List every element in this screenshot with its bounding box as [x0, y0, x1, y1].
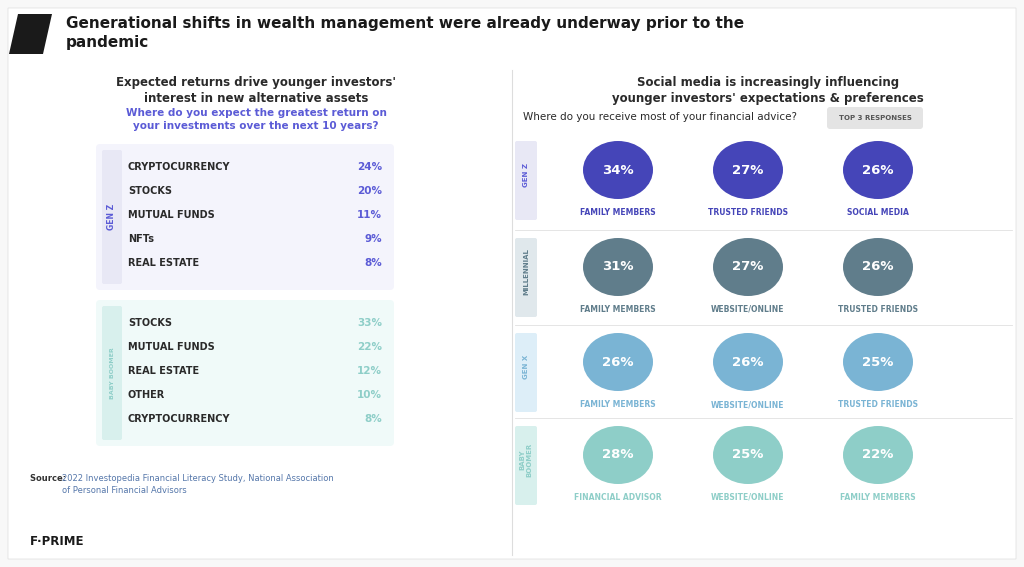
Text: 2022 Investopedia Financial Literacy Study, National Association
of Personal Fin: 2022 Investopedia Financial Literacy Stu… — [62, 474, 334, 495]
FancyBboxPatch shape — [96, 300, 394, 446]
Text: FAMILY MEMBERS: FAMILY MEMBERS — [581, 305, 655, 314]
Text: 28%: 28% — [602, 448, 634, 462]
Text: STOCKS: STOCKS — [128, 186, 172, 196]
Text: TRUSTED FRIENDS: TRUSTED FRIENDS — [838, 400, 918, 409]
Ellipse shape — [843, 238, 913, 296]
Text: 31%: 31% — [602, 260, 634, 273]
Text: GEN Z: GEN Z — [108, 204, 117, 230]
Text: 11%: 11% — [357, 210, 382, 220]
Text: 26%: 26% — [862, 163, 894, 176]
Text: 20%: 20% — [357, 186, 382, 196]
FancyBboxPatch shape — [8, 8, 1016, 559]
Text: 25%: 25% — [862, 356, 894, 369]
Text: WEBSITE/ONLINE: WEBSITE/ONLINE — [712, 305, 784, 314]
Text: GEN Z: GEN Z — [523, 163, 529, 187]
Text: SOCIAL MEDIA: SOCIAL MEDIA — [847, 208, 909, 217]
Text: 27%: 27% — [732, 163, 764, 176]
Text: FAMILY MEMBERS: FAMILY MEMBERS — [581, 208, 655, 217]
Text: MUTUAL FUNDS: MUTUAL FUNDS — [128, 210, 215, 220]
Text: 8%: 8% — [365, 258, 382, 268]
FancyBboxPatch shape — [515, 230, 1012, 321]
Text: 27%: 27% — [732, 260, 764, 273]
Text: REAL ESTATE: REAL ESTATE — [128, 366, 199, 376]
Ellipse shape — [583, 426, 653, 484]
FancyBboxPatch shape — [515, 426, 537, 505]
Ellipse shape — [583, 238, 653, 296]
Ellipse shape — [843, 426, 913, 484]
Text: 22%: 22% — [357, 342, 382, 352]
Text: REAL ESTATE: REAL ESTATE — [128, 258, 199, 268]
Text: BABY
BOOMER: BABY BOOMER — [519, 443, 532, 477]
Text: OTHER: OTHER — [128, 390, 165, 400]
Text: CRYPTOCURRENCY: CRYPTOCURRENCY — [128, 162, 230, 172]
Text: BABY BOOMER: BABY BOOMER — [110, 347, 115, 399]
Ellipse shape — [713, 426, 783, 484]
Text: 9%: 9% — [365, 234, 382, 244]
Text: Source:: Source: — [30, 474, 69, 483]
Text: Where do you expect the greatest return on
your investments over the next 10 yea: Where do you expect the greatest return … — [126, 108, 386, 131]
Text: 26%: 26% — [732, 356, 764, 369]
FancyBboxPatch shape — [102, 306, 122, 440]
Text: MILLENNIAL: MILLENNIAL — [523, 248, 529, 295]
Text: 26%: 26% — [862, 260, 894, 273]
FancyBboxPatch shape — [515, 238, 537, 317]
Text: F·PRIME: F·PRIME — [30, 535, 85, 548]
Text: 24%: 24% — [357, 162, 382, 172]
FancyBboxPatch shape — [827, 107, 923, 129]
Text: TOP 3 RESPONSES: TOP 3 RESPONSES — [839, 115, 911, 121]
Text: 10%: 10% — [357, 390, 382, 400]
Text: WEBSITE/ONLINE: WEBSITE/ONLINE — [712, 493, 784, 502]
Text: Where do you receive most of your financial advice?: Where do you receive most of your financ… — [523, 112, 797, 122]
Text: MUTUAL FUNDS: MUTUAL FUNDS — [128, 342, 215, 352]
Text: TRUSTED FRIENDS: TRUSTED FRIENDS — [838, 305, 918, 314]
FancyBboxPatch shape — [515, 333, 537, 412]
Text: Social media is increasingly influencing
younger investors' expectations & prefe: Social media is increasingly influencing… — [612, 76, 924, 105]
Text: CRYPTOCURRENCY: CRYPTOCURRENCY — [128, 414, 230, 424]
Text: FAMILY MEMBERS: FAMILY MEMBERS — [581, 400, 655, 409]
Text: Generational shifts in wealth management were already underway prior to the
pand: Generational shifts in wealth management… — [66, 16, 744, 49]
Ellipse shape — [713, 333, 783, 391]
Text: 25%: 25% — [732, 448, 764, 462]
Ellipse shape — [583, 141, 653, 199]
Text: WEBSITE/ONLINE: WEBSITE/ONLINE — [712, 400, 784, 409]
FancyBboxPatch shape — [515, 418, 1012, 509]
Ellipse shape — [843, 333, 913, 391]
FancyBboxPatch shape — [515, 133, 1012, 224]
FancyBboxPatch shape — [102, 150, 122, 284]
Text: Expected returns drive younger investors'
interest in new alternative assets: Expected returns drive younger investors… — [116, 76, 396, 105]
Ellipse shape — [713, 141, 783, 199]
Text: 12%: 12% — [357, 366, 382, 376]
Ellipse shape — [713, 238, 783, 296]
Text: 26%: 26% — [602, 356, 634, 369]
Polygon shape — [9, 14, 52, 54]
Ellipse shape — [843, 141, 913, 199]
Text: 8%: 8% — [365, 414, 382, 424]
Text: GEN X: GEN X — [523, 355, 529, 379]
FancyBboxPatch shape — [515, 141, 537, 220]
FancyBboxPatch shape — [96, 144, 394, 290]
Text: FAMILY MEMBERS: FAMILY MEMBERS — [840, 493, 915, 502]
Text: STOCKS: STOCKS — [128, 318, 172, 328]
Text: FINANCIAL ADVISOR: FINANCIAL ADVISOR — [574, 493, 662, 502]
Ellipse shape — [583, 333, 653, 391]
Text: TRUSTED FRIENDS: TRUSTED FRIENDS — [708, 208, 788, 217]
FancyBboxPatch shape — [515, 325, 1012, 416]
Text: 33%: 33% — [357, 318, 382, 328]
Text: NFTs: NFTs — [128, 234, 154, 244]
Text: 34%: 34% — [602, 163, 634, 176]
Text: 22%: 22% — [862, 448, 894, 462]
